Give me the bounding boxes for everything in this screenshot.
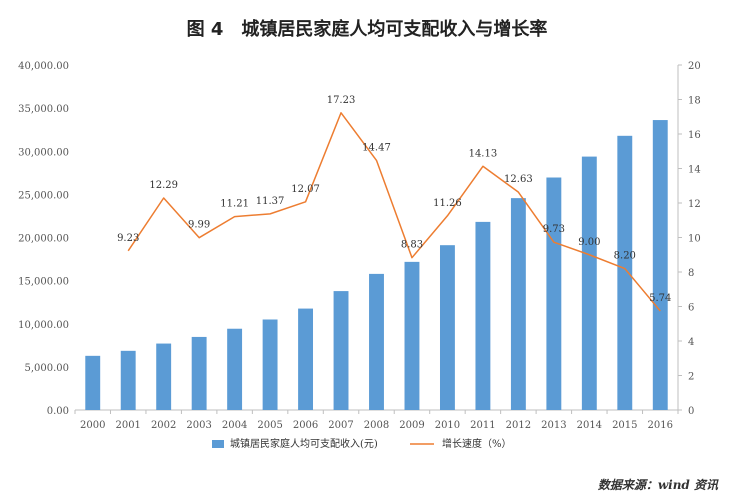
y-left-tick-label: 25,000.00 <box>18 190 69 201</box>
y-right-tick-label: 8 <box>688 268 694 279</box>
x-tick-label: 2001 <box>115 420 140 431</box>
x-tick-label: 2008 <box>364 420 389 431</box>
growth-rate-label: 12.29 <box>149 180 178 191</box>
growth-rate-label: 14.13 <box>469 148 498 159</box>
y-right-tick-label: 4 <box>688 337 694 348</box>
x-tick-label: 2010 <box>435 420 460 431</box>
x-tick-label: 2003 <box>186 420 211 431</box>
y-left-tick-label: 0.00 <box>47 406 69 417</box>
x-tick-label: 2016 <box>648 420 673 431</box>
x-tick-label: 2005 <box>257 420 282 431</box>
legend-label-growth: 增长速度（%） <box>442 437 512 450</box>
y-right-tick-label: 6 <box>688 303 694 314</box>
income-bar <box>262 319 278 410</box>
legend-label-income: 城镇居民家庭人均可支配收入(元) <box>230 437 378 450</box>
income-bar <box>404 261 420 410</box>
income-bar <box>369 273 384 410</box>
x-tick-label: 2007 <box>328 420 353 431</box>
income-bar <box>546 177 562 410</box>
y-left-tick-label: 35,000.00 <box>18 104 69 115</box>
income-bar <box>439 245 455 410</box>
axes-group: 2000 2001 2002 2003 2004 2005 2006 2007 2008 2009… <box>18 61 701 431</box>
y-right-tick-label: 14 <box>688 165 701 176</box>
x-tick-label: 2014 <box>577 420 602 431</box>
growth-rate-label: 11.21 <box>220 199 249 210</box>
legend-swatch-income <box>212 440 224 448</box>
income-bar <box>652 120 668 410</box>
growth-rate-label: 14.47 <box>362 142 391 153</box>
chart-title: 图 4 城镇居民家庭人均可支配收入与增长率 <box>187 18 548 40</box>
growth-rate-label: 12.63 <box>504 174 533 185</box>
growth-rate-label: 8.83 <box>401 240 423 251</box>
bars-group <box>85 120 668 410</box>
growth-rate-label: 8.20 <box>614 251 636 262</box>
y-right-tick-label: 10 <box>688 234 701 245</box>
y-right-tick-label: 20 <box>688 61 701 72</box>
growth-rate-label: 9.00 <box>578 237 600 248</box>
y-left-tick-label: 20,000.00 <box>18 234 69 245</box>
income-bar <box>85 355 101 410</box>
income-bar <box>510 198 526 410</box>
y-right-tick-label: 18 <box>688 96 701 107</box>
income-bar <box>227 328 243 410</box>
income-bar <box>617 135 633 410</box>
y-right-tick-label: 0 <box>688 406 694 417</box>
growth-rate-label: 9.73 <box>543 224 565 235</box>
x-tick-label: 2004 <box>222 420 247 431</box>
source-note: 数据来源：wind 资讯 <box>598 478 719 492</box>
income-bar <box>333 291 349 410</box>
y-left-tick-label: 30,000.00 <box>18 147 69 158</box>
x-tick-label: 2006 <box>293 420 318 431</box>
x-tick-label: 2015 <box>612 420 637 431</box>
line-group: 9.23 12.29 9.99 11.21 11.37 12.07 17.23 14.47 8.… <box>117 95 671 312</box>
income-bar <box>581 156 597 410</box>
x-tick-label: 2002 <box>151 420 176 431</box>
growth-rate-label: 12.07 <box>291 184 320 195</box>
income-bar <box>298 308 314 410</box>
y-right-tick-label: 12 <box>688 199 701 210</box>
x-tick-label: 2012 <box>506 420 531 431</box>
growth-rate-label: 17.23 <box>327 95 356 106</box>
x-tick-label: 2013 <box>541 420 566 431</box>
y-left-tick-label: 15,000.00 <box>18 277 69 288</box>
growth-rate-label: 11.37 <box>256 196 285 207</box>
income-bar <box>475 221 491 410</box>
y-right-tick-label: 2 <box>688 372 694 383</box>
legend: 城镇居民家庭人均可支配收入(元) 增长速度（%） <box>212 437 512 450</box>
growth-rate-label: 5.74 <box>649 293 671 304</box>
growth-rate-line <box>127 112 661 312</box>
income-bar <box>156 343 172 410</box>
x-tick-label: 2011 <box>470 420 495 431</box>
x-tick-label: 2000 <box>80 420 105 431</box>
income-bar <box>191 336 207 410</box>
y-left-tick-label: 10,000.00 <box>18 320 69 331</box>
y-left-tick-label: 40,000.00 <box>18 61 69 72</box>
x-tick-label: 2009 <box>399 420 424 431</box>
growth-rate-label: 9.23 <box>117 233 139 244</box>
growth-rate-label: 9.99 <box>188 220 210 231</box>
y-right-tick-label: 16 <box>688 130 701 141</box>
growth-rate-label: 11.26 <box>433 198 462 209</box>
income-bar <box>120 350 136 410</box>
y-left-tick-label: 5,000.00 <box>24 363 69 374</box>
